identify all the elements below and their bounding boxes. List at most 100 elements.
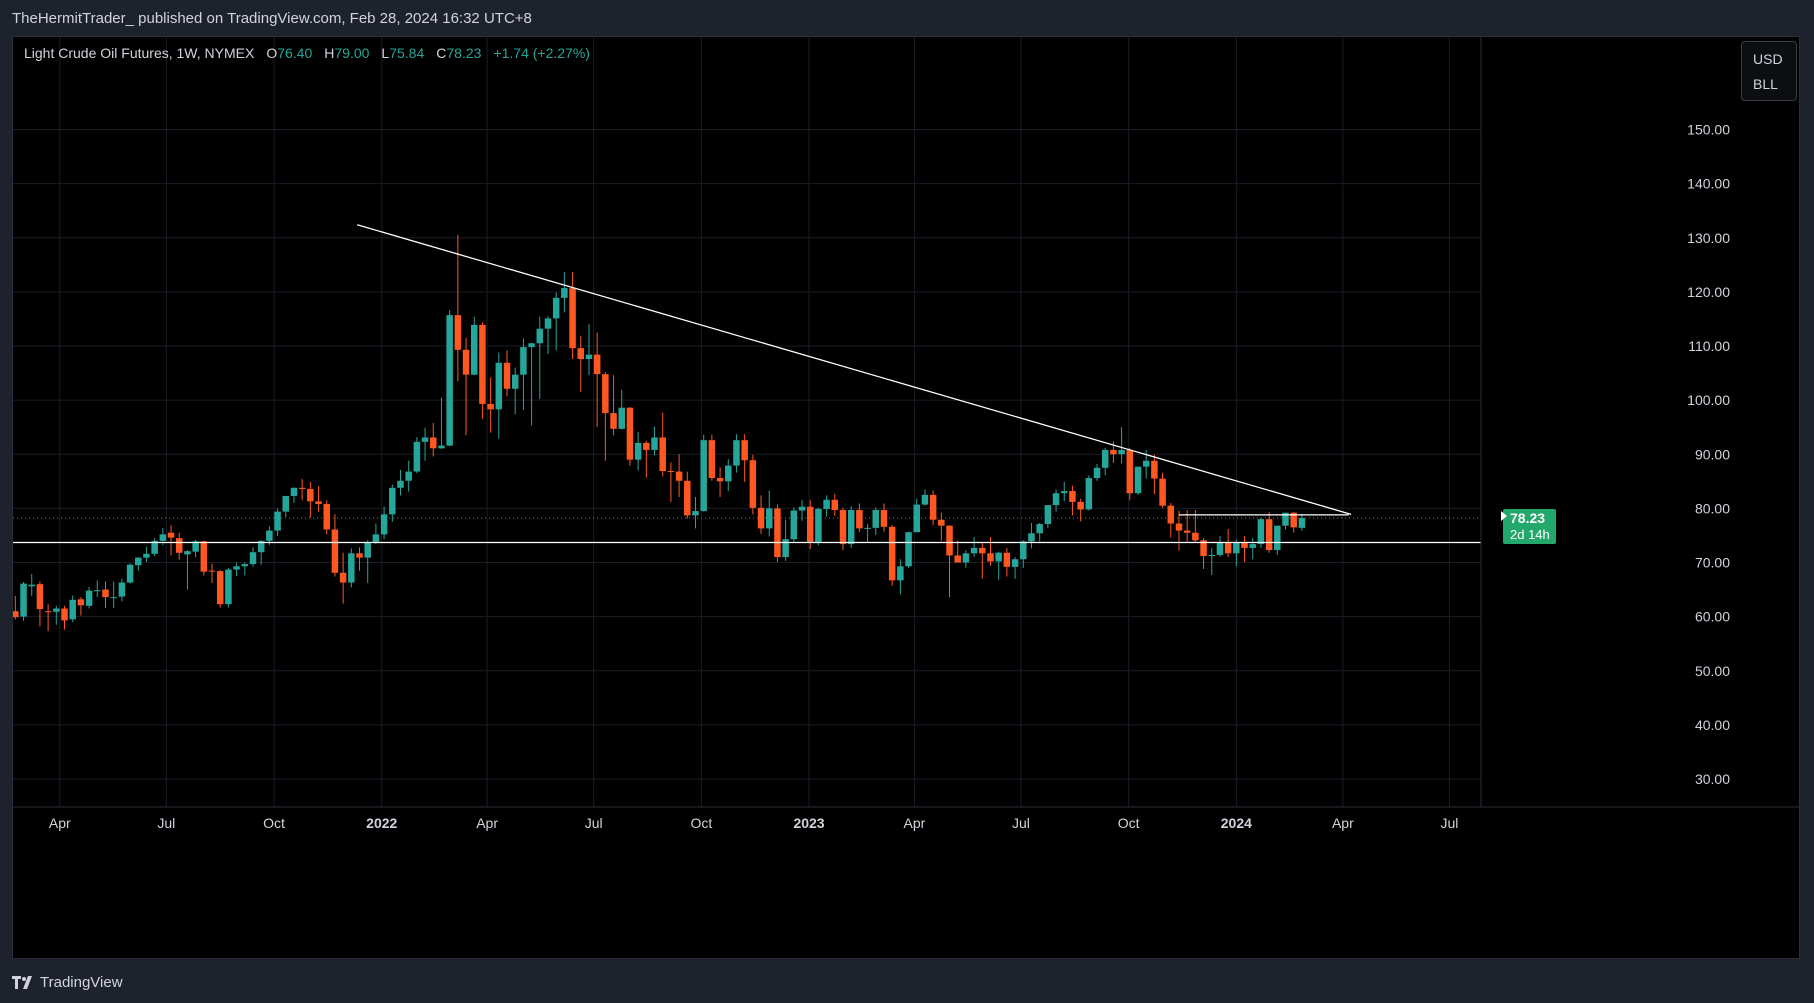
candle-body xyxy=(847,509,855,545)
candle-body xyxy=(823,499,830,509)
x-tick-label: Apr xyxy=(1332,815,1354,831)
candle-body xyxy=(1274,525,1281,551)
candle-body xyxy=(1036,524,1043,534)
candle-body xyxy=(815,508,822,542)
y-tick-label: 50.00 xyxy=(1695,663,1730,679)
tradingview-icon xyxy=(12,975,32,989)
candle-body xyxy=(1093,467,1101,479)
candle-body xyxy=(454,315,462,350)
candle-body xyxy=(1003,552,1011,567)
tradingview-brand: TradingView xyxy=(40,974,123,991)
candle-body xyxy=(520,347,527,375)
candle-body xyxy=(1159,478,1166,506)
candle-body xyxy=(1167,505,1175,524)
candle-body xyxy=(839,509,847,545)
candle-body xyxy=(626,407,634,460)
candle-body xyxy=(602,374,609,414)
open-value: 76.40 xyxy=(277,45,313,61)
candle-body xyxy=(733,440,740,466)
currency-label[interactable]: USD xyxy=(1753,51,1783,67)
candle-body xyxy=(266,530,273,541)
close-value: 78.23 xyxy=(446,45,482,61)
open-label: O xyxy=(266,45,278,61)
tradingview-logo[interactable]: TradingView xyxy=(12,974,123,991)
candle-body xyxy=(331,529,339,573)
candle-body xyxy=(151,540,158,554)
candle-body xyxy=(856,509,863,529)
y-tick-label: 90.00 xyxy=(1695,446,1730,462)
candle-body xyxy=(126,564,134,583)
x-tick-label: 2022 xyxy=(366,815,397,831)
candle-body xyxy=(1126,449,1134,494)
candle-body xyxy=(1208,554,1215,557)
price-chart[interactable]: 150.00 140.00 130.00 120.00 110.00 100.00 90.0… xyxy=(13,37,1800,959)
candle-body xyxy=(315,501,322,505)
candle-body xyxy=(585,354,593,359)
candle-body xyxy=(749,460,757,508)
candle-body xyxy=(1241,541,1248,548)
candle-body xyxy=(528,343,535,348)
candle-body xyxy=(1052,493,1060,506)
candle-body xyxy=(569,288,576,349)
candle-body xyxy=(307,488,314,502)
candle-body xyxy=(675,471,683,481)
candle-body xyxy=(1069,491,1076,502)
y-tick-label: 140.00 xyxy=(1687,176,1730,192)
x-tick-label: Jul xyxy=(1012,815,1030,831)
y-tick-label: 40.00 xyxy=(1695,717,1730,733)
candle-body xyxy=(241,564,249,567)
candle-body xyxy=(1257,519,1265,545)
y-tick-label: 60.00 xyxy=(1695,609,1730,625)
candle-body xyxy=(503,362,511,389)
candle-body xyxy=(102,589,109,598)
candle-body xyxy=(1060,491,1068,494)
candle-body xyxy=(323,504,330,530)
candle-body xyxy=(1216,543,1224,555)
candle-body xyxy=(364,541,371,558)
candle-body xyxy=(593,354,601,375)
chart-panel[interactable]: 150.00 140.00 130.00 120.00 110.00 100.00 90.0… xyxy=(12,36,1800,959)
candle-body xyxy=(979,547,986,554)
candle-body xyxy=(929,494,937,520)
candle-body xyxy=(938,519,945,526)
high-label: H xyxy=(324,45,335,61)
candle-body xyxy=(700,440,707,512)
candle-body xyxy=(348,553,355,583)
candle-body xyxy=(405,471,412,481)
candle-body xyxy=(1134,466,1142,494)
candle-body xyxy=(36,584,44,610)
candle-body xyxy=(716,478,724,482)
candle-body xyxy=(1142,460,1150,467)
candle-body xyxy=(1282,512,1289,526)
currency-unit-selector[interactable]: USD BLL xyxy=(1741,41,1797,101)
candle-body xyxy=(184,551,191,555)
candle-body xyxy=(864,527,871,529)
y-tick-label: 150.00 xyxy=(1687,122,1730,138)
unit-label[interactable]: BLL xyxy=(1753,76,1778,92)
candle-body xyxy=(290,487,298,496)
candle-body xyxy=(888,526,896,581)
candle-body xyxy=(987,553,994,562)
candle-body xyxy=(659,437,666,472)
candle-body xyxy=(53,608,60,612)
candle-body xyxy=(962,553,970,563)
candle-body xyxy=(372,534,380,542)
candle-body xyxy=(495,362,503,410)
candle-body xyxy=(257,540,265,553)
symbol-legend: Light Crude Oil Futures, 1W, NYMEX O 76.4… xyxy=(24,45,590,61)
x-tick-label: Apr xyxy=(476,815,498,831)
candle-body xyxy=(1265,519,1273,551)
candle-body xyxy=(462,349,470,375)
high-value: 79.00 xyxy=(334,45,370,61)
low-value: 75.84 xyxy=(389,45,425,61)
candle-body xyxy=(1200,540,1207,557)
y-tick-label: 120.00 xyxy=(1687,284,1730,300)
candle-body xyxy=(487,403,494,410)
y-tick-label: 110.00 xyxy=(1688,338,1730,354)
candle-body xyxy=(946,525,953,556)
candle-body xyxy=(249,552,257,565)
candle-body xyxy=(1020,541,1027,560)
candle-body xyxy=(175,538,183,553)
candle-body xyxy=(544,318,552,329)
candle-body xyxy=(1224,543,1232,554)
